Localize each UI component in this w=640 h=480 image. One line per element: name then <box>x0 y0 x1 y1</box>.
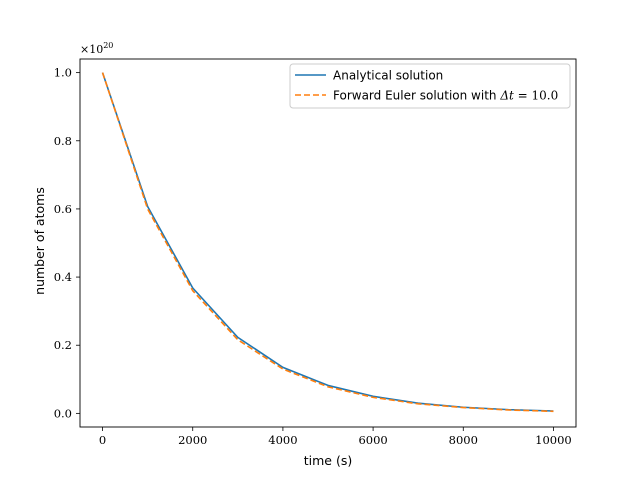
y-tick-label: 0.8 <box>54 134 72 148</box>
x-tick-label: 0 <box>99 433 106 447</box>
legend-label-euler-eq: = <box>514 89 532 103</box>
x-tick-label: 2000 <box>178 433 207 447</box>
y-offset-base: ×10 <box>80 43 103 56</box>
x-tick-label: 4000 <box>268 433 297 447</box>
legend-label-euler-text: Forward Euler solution with <box>333 89 500 103</box>
y-offset-exponent: 20 <box>103 41 113 50</box>
y-tick-label: 1.0 <box>54 66 72 80</box>
y-tick-label: 0.0 <box>54 406 72 420</box>
x-tick-label: 10000 <box>535 433 572 447</box>
legend-label-euler: Forward Euler solution with Δt = 10.0 <box>333 89 558 103</box>
axes-frame <box>79 58 577 428</box>
y-tick-label: 0.2 <box>54 338 72 352</box>
x-axis-label: time (s) <box>304 453 352 468</box>
y-tick-label: 0.6 <box>54 202 72 216</box>
series-line-analytical <box>101 72 554 412</box>
legend-box <box>289 63 571 109</box>
legend-label-euler-val: 10.0 <box>532 89 559 103</box>
legend-label-analytical: Analytical solution <box>333 69 443 83</box>
x-tick-label: 6000 <box>358 433 387 447</box>
legend-label-euler-var: Δt <box>499 89 514 103</box>
series-layer <box>101 72 554 413</box>
y-ticks: 0.0 0.2 0.4 0.6 0.8 1.0 <box>54 66 80 420</box>
y-axis-label: number of atoms <box>32 187 47 295</box>
y-offset-label: ×1020 <box>80 41 113 56</box>
series-line-euler <box>101 72 554 413</box>
x-ticks: 0 2000 4000 6000 8000 10000 <box>99 427 572 447</box>
y-tick-label: 0.4 <box>54 270 72 284</box>
legend: Analytical solution Forward Euler soluti… <box>289 63 571 109</box>
x-tick-label: 8000 <box>449 433 478 447</box>
